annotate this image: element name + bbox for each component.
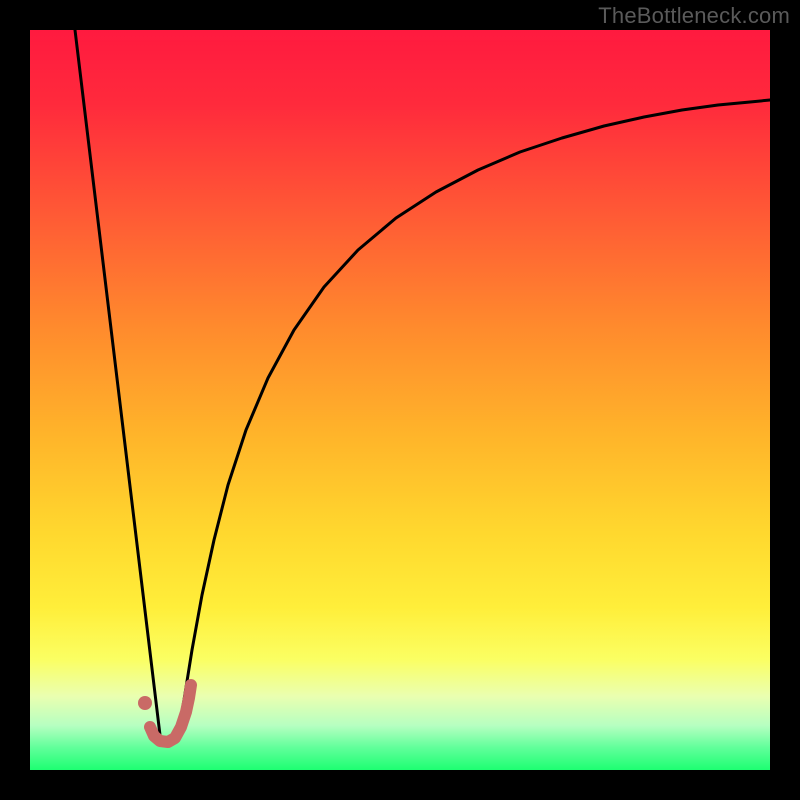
marker-dot: [138, 696, 152, 710]
chart-frame: TheBottleneck.com: [0, 0, 800, 800]
plot-area-gradient: [30, 30, 770, 770]
bottleneck-chart-svg: [0, 0, 800, 800]
